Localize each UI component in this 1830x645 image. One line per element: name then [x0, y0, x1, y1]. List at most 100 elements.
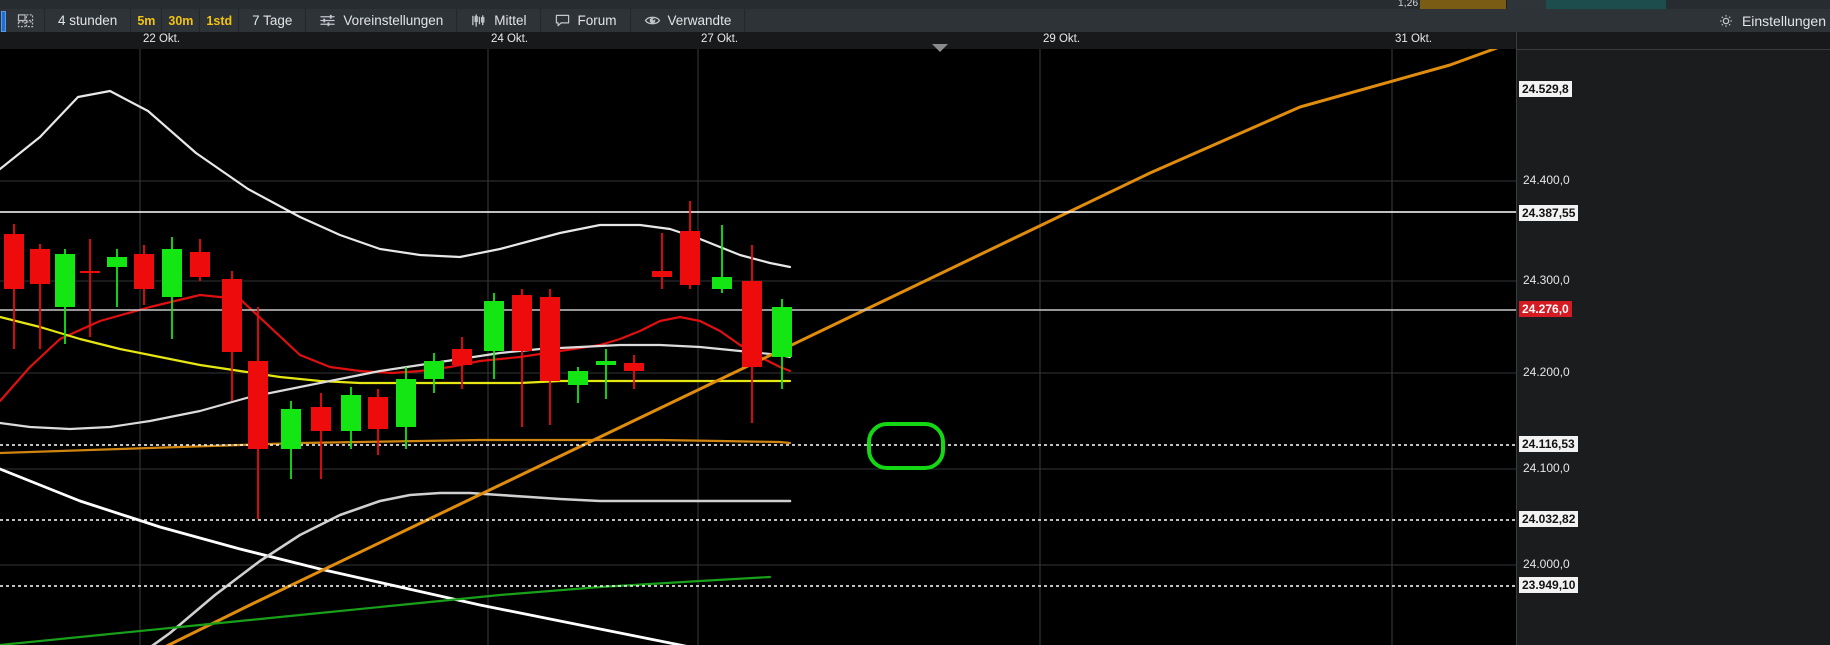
candlestick[interactable]: [4, 224, 24, 349]
candlestick[interactable]: [680, 201, 700, 289]
candle-body: [772, 307, 792, 357]
candle-body: [368, 397, 388, 429]
candle-body: [540, 297, 560, 381]
candle-body: [222, 279, 242, 352]
price-axis-tick: 24.000,0: [1523, 557, 1570, 571]
last-price-tag[interactable]: 24.276,0: [1519, 301, 1572, 317]
indicator-line-sma-white-lower[interactable]: [0, 343, 792, 431]
related-button[interactable]: Verwandte: [631, 9, 746, 32]
candlestick[interactable]: [162, 237, 182, 339]
candle-body: [248, 361, 268, 449]
timeframe-1std[interactable]: 1std: [199, 9, 238, 32]
candlestick[interactable]: [222, 271, 242, 401]
price-level-tag[interactable]: 24.116,53: [1519, 436, 1578, 452]
candlestick[interactable]: [368, 389, 388, 455]
indicator-line-ma-white-descending[interactable]: [0, 467, 790, 645]
candle-body: [624, 363, 644, 371]
price-plot[interactable]: [0, 49, 1516, 645]
related-label: Verwandte: [667, 13, 732, 28]
timeframe-30m[interactable]: 30m: [161, 9, 199, 32]
timeframe-label: 1std: [206, 13, 233, 28]
indicator-line-trend-green[interactable]: [0, 575, 772, 645]
indicator-line-sma-white-upper[interactable]: [0, 89, 792, 269]
candlestick[interactable]: [248, 307, 268, 519]
candlestick[interactable]: [80, 239, 100, 337]
forum-button[interactable]: Forum: [541, 9, 631, 32]
price-level-tag[interactable]: 24.032,82: [1519, 511, 1579, 527]
candlestick[interactable]: [30, 244, 50, 349]
interval-label: 4 stunden: [58, 13, 118, 28]
candle-body: [281, 409, 301, 449]
candlestick[interactable]: [107, 249, 127, 307]
candlestick[interactable]: [452, 337, 472, 389]
indicator-line-ma-white-ascending[interactable]: [120, 491, 792, 645]
gear-icon: [1718, 13, 1734, 29]
time-axis[interactable]: 22 Okt. 24 Okt. 27 Okt. 29 Okt. 31 Okt.: [0, 32, 1516, 50]
candlestick[interactable]: [484, 293, 504, 379]
candlestick[interactable]: [424, 353, 444, 393]
presets-label: Voreinstellungen: [343, 13, 444, 28]
candle-body: [596, 361, 616, 365]
indicator-bars-icon: [470, 13, 487, 28]
candlestick[interactable]: [134, 245, 154, 305]
time-axis-label: 29 Okt.: [1043, 33, 1081, 45]
interval-selector[interactable]: 4 stunden: [45, 9, 132, 32]
candlestick[interactable]: [772, 299, 792, 389]
timeframe-5m[interactable]: 5m: [131, 9, 161, 32]
candle-body: [107, 257, 127, 267]
price-level-tag[interactable]: 24.529,8: [1519, 81, 1572, 97]
remnant-cell: [1666, 0, 1830, 9]
price-axis-tick: 24.100,0: [1523, 461, 1570, 475]
candle-body: [311, 407, 331, 431]
presets-button[interactable]: Voreinstellungen: [306, 9, 458, 32]
candlestick[interactable]: [341, 387, 361, 449]
price-axis-tick: 24.200,0: [1523, 365, 1570, 379]
candle-body: [55, 254, 75, 307]
chart-toolbar: 4 stunden 5m 30m 1std 7 Tage: [0, 9, 1830, 33]
forum-label: Forum: [577, 13, 617, 28]
plot-canvas[interactable]: [0, 49, 1516, 645]
timeframe-group: 5m 30m 1std: [131, 9, 240, 32]
candle-body: [568, 371, 588, 385]
indicators-button[interactable]: Mittel: [457, 9, 541, 32]
range-label: 7 Tage: [252, 13, 293, 28]
candlestick[interactable]: [396, 367, 416, 449]
candlestick[interactable]: [512, 289, 532, 427]
candle-body: [680, 231, 700, 285]
candlestick[interactable]: [652, 233, 672, 289]
timeframe-label: 5m: [137, 13, 156, 28]
settings-button[interactable]: Einstellungen: [1718, 9, 1830, 32]
candle-body: [484, 301, 504, 351]
candlestick[interactable]: [55, 249, 75, 344]
marker-session-marker[interactable]: [932, 44, 948, 52]
price-axis[interactable]: 24.400,0 24.300,0 24.200,0 24.100,0 24.000,0…: [1516, 32, 1830, 645]
layout-button[interactable]: [7, 9, 45, 32]
indicators-label: Mittel: [494, 13, 527, 28]
indicator-line-trend-orange-rising[interactable]: [120, 49, 1516, 645]
candle-body: [4, 234, 24, 289]
candle-body: [80, 271, 100, 273]
candle-body: [341, 395, 361, 431]
candlestick[interactable]: [311, 393, 331, 479]
time-axis-label: 24 Okt.: [491, 33, 529, 45]
price-level-tag[interactable]: 24.387,55: [1519, 205, 1579, 221]
candle-body: [712, 277, 732, 289]
remnant-cell: [0, 0, 1341, 9]
candle-body: [424, 361, 444, 379]
annotation-green-highlight-box[interactable]: [867, 422, 945, 470]
candle-body: [162, 249, 182, 297]
indicator-line-ma-orange-flat[interactable]: [0, 438, 792, 455]
price-level-tag[interactable]: 23.949,10: [1519, 577, 1579, 593]
candlestick[interactable]: [712, 225, 732, 293]
candlestick[interactable]: [190, 239, 210, 281]
candlestick[interactable]: [624, 355, 644, 389]
range-selector[interactable]: 7 Tage: [239, 9, 307, 32]
candlestick[interactable]: [568, 367, 588, 403]
candlestick[interactable]: [540, 289, 560, 425]
candlestick[interactable]: [281, 401, 301, 479]
price-axis-tick: 24.400,0: [1523, 173, 1570, 187]
time-axis-label: 27 Okt.: [701, 33, 739, 45]
candlestick[interactable]: [596, 349, 616, 399]
candlestick[interactable]: [742, 245, 762, 423]
